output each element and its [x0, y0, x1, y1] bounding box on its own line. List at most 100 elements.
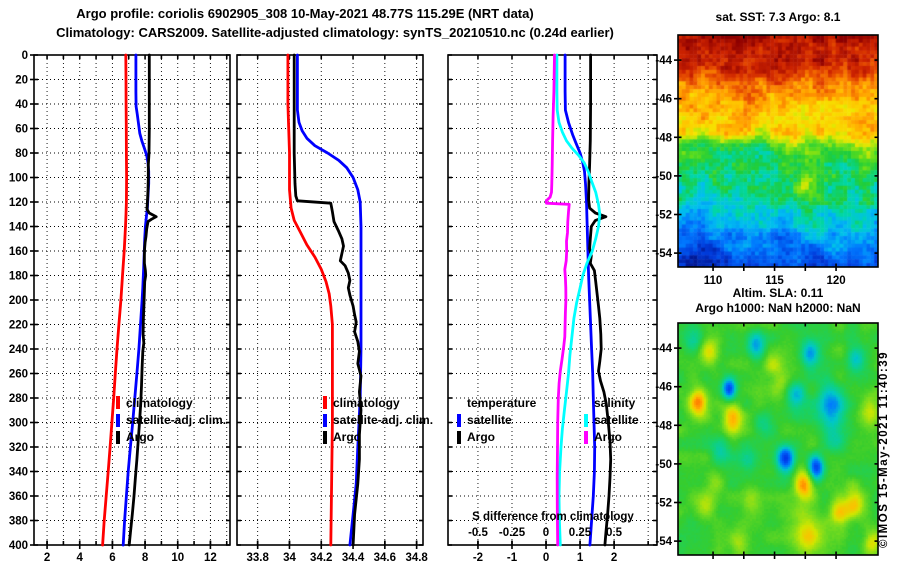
x-tick-label: 10 [171, 552, 184, 564]
legend-item-satellite-adj-clim: satellite-adj. clim. [323, 411, 433, 428]
series-salinity-argo [544, 53, 571, 547]
argo-line-marker-icon [323, 430, 327, 444]
x-tick-label: -2 [473, 552, 483, 564]
depth-tick-label: 60 [15, 124, 28, 136]
sst-map-title: sat. SST: 7.3 Argo: 8.1 [715, 10, 841, 24]
s-difference-axis-title: S difference from climatology [472, 511, 634, 523]
x-tick-label: 0 [543, 552, 549, 564]
depth-tick-label: 200 [9, 295, 28, 307]
legend-label: Argo [467, 430, 495, 445]
argo-sal-line-marker-icon [584, 430, 588, 444]
satellite-clim-line-marker-icon [116, 413, 120, 427]
legend-label: Argo [594, 430, 622, 445]
series-climatology [101, 53, 128, 547]
series-argo [127, 53, 158, 547]
sla-map-canvas [678, 323, 878, 555]
series-argo [292, 53, 363, 547]
x-tick-label: 12 [204, 552, 217, 564]
sla-map-border [677, 322, 879, 556]
depth-tick-label: 140 [9, 222, 28, 234]
legend-label: satellite-adj. clim. [126, 413, 227, 428]
depth-tick-label: 280 [9, 393, 28, 405]
depth-tick-label: 260 [9, 369, 28, 381]
sst-map-canvas [678, 35, 878, 267]
lon-tick-label: 110 [704, 275, 723, 287]
lat-tick-label: -48 [655, 420, 672, 432]
series-satellite-adj-clim- [121, 53, 151, 547]
depth-tick-label: 300 [9, 418, 28, 430]
lat-tick-label: -52 [655, 498, 672, 510]
legend-item-argo: Argo [323, 429, 433, 446]
x-tick-label: 34.8 [405, 552, 428, 564]
legend-item-argo: Argo [116, 429, 226, 446]
depth-tick-label: 180 [9, 271, 28, 283]
temperature-group-title: temperature [467, 395, 537, 410]
x-tick-label: 33.8 [246, 552, 269, 564]
x-tick-label: 1 [577, 552, 584, 564]
lat-tick-label: -54 [655, 248, 672, 260]
page-title-line1: Argo profile: coriolis 6902905_308 10-Ma… [76, 6, 534, 21]
satellite-sal-line-marker-icon [584, 413, 588, 427]
depth-tick-label: 80 [15, 148, 28, 160]
sla-map-title-line1: Altim. SLA: 0.11 [732, 286, 824, 300]
lat-tick-label: -44 [655, 55, 672, 67]
legend-item-satellite: satellite [584, 411, 639, 428]
satellite-temp-line-marker-icon [457, 413, 461, 427]
x-tick-label: 34.6 [374, 552, 396, 564]
legend-label: Argo [333, 430, 361, 445]
x-tick-label: 2 [611, 552, 617, 564]
argo-line-marker-icon [116, 430, 120, 444]
x-tick-label: 4 [77, 552, 84, 564]
series-temperature-satellite [563, 53, 597, 547]
legend-item-climatology: climatology [323, 394, 433, 411]
depth-tick-label: 360 [9, 491, 28, 503]
legend-item-satellite: satellite [457, 411, 536, 428]
lat-tick-label: -46 [655, 382, 672, 394]
legend-temperature-panel: climatology satellite-adj. clim. Argo [116, 394, 226, 446]
series-temperature-argo [587, 53, 613, 547]
x-tick-label: 6 [109, 552, 115, 564]
depth-tick-label: 40 [15, 99, 28, 111]
x-tick-label: 8 [142, 552, 149, 564]
x-tick-label: 2 [44, 552, 50, 564]
legend-label: climatology [126, 395, 193, 410]
legend-item-climatology: climatology [116, 394, 226, 411]
salinity-group-title: salinity [594, 395, 636, 410]
s-axis-tick-label: 0.5 [606, 527, 622, 539]
imos-watermark: ©IMOS 15-May-2021 11:40:39 [878, 350, 890, 548]
legend-label: Argo [126, 430, 154, 445]
depth-tick-label: 240 [9, 344, 28, 356]
depth-tick-label: 100 [9, 173, 28, 185]
lat-tick-label: -54 [655, 536, 672, 548]
lat-tick-label: -50 [655, 459, 672, 471]
legend-item-argo: Argo [584, 429, 639, 446]
argo-temp-line-marker-icon [457, 430, 461, 444]
depth-tick-label: 400 [9, 540, 28, 552]
s-axis-tick-label: -0.5 [468, 527, 488, 539]
legend-label: satellite [467, 413, 512, 428]
x-tick-label: 34 [283, 552, 296, 564]
sla-map-title-line2: Argo h1000: NaN h2000: NaN [695, 301, 861, 315]
x-tick-label: 34.2 [310, 552, 332, 564]
series-salinity-satellite [555, 53, 602, 547]
legend-salinity-diff-group: salinity satellite Argo [584, 394, 639, 446]
climatology-line-marker-icon [323, 396, 327, 410]
depth-tick-label: 380 [9, 516, 28, 528]
lat-tick-label: -52 [655, 210, 672, 222]
legend-label: satellite [594, 413, 639, 428]
page-title-line2: Climatology: CARS2009. Satellite-adjuste… [56, 25, 614, 40]
legend-salinity-panel: climatology satellite-adj. clim. Argo [323, 394, 433, 446]
x-tick-label: -1 [507, 552, 518, 564]
legend-item-argo: Argo [457, 429, 536, 446]
s-axis-tick-label: 0.25 [568, 527, 592, 539]
sst-map-border [677, 34, 879, 268]
lat-tick-label: -50 [655, 171, 672, 183]
series-climatology [286, 53, 334, 547]
lat-tick-label: -44 [655, 343, 672, 355]
s-axis-tick-label: -0.25 [498, 527, 526, 539]
climatology-line-marker-icon [116, 396, 120, 410]
legend-label: climatology [333, 395, 400, 410]
legend-label: satellite-adj. clim. [333, 413, 434, 428]
